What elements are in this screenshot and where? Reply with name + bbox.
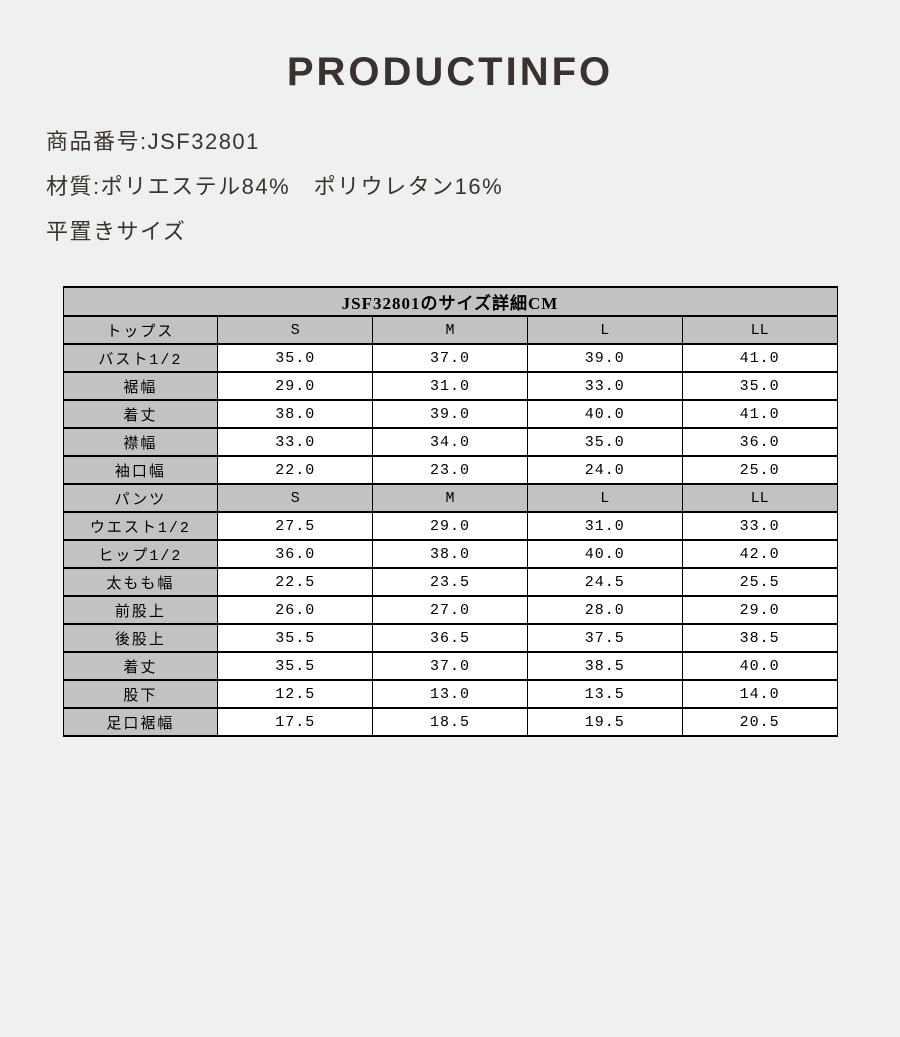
measurement-value-cell: 41.0: [681, 343, 838, 373]
product-info-page: PRODUCTINFO 商品番号:JSF32801 材質:ポリエステル84% ポ…: [0, 50, 900, 737]
measurement-value-cell: 31.0: [372, 371, 528, 401]
measurement-value-cell: 12.5: [217, 679, 374, 709]
measurement-label-cell: 袖口幅: [62, 455, 219, 485]
measurement-value-cell: 38.0: [372, 539, 528, 569]
measurement-value-cell: 36.0: [681, 427, 838, 457]
measurement-row: 太もも幅 22.5 23.5 24.5 25.5: [62, 567, 838, 597]
measurement-value-cell: 24.0: [526, 455, 683, 485]
measurement-value-cell: 27.0: [372, 595, 528, 625]
measurement-value-cell: 23.0: [372, 455, 528, 485]
measurement-label-cell: 太もも幅: [62, 567, 219, 597]
material-line: 材質:ポリエステル84% ポリウレタン16%: [46, 174, 504, 199]
measurement-value-cell: 25.5: [681, 567, 838, 597]
measurement-row: ウエスト1/2 27.5 29.0 31.0 33.0: [62, 511, 838, 541]
measurement-value-cell: 33.0: [217, 427, 374, 457]
measurement-value-cell: 39.0: [526, 343, 683, 373]
measurement-label-cell: 着丈: [62, 651, 219, 681]
measurement-value-cell: 24.5: [526, 567, 683, 597]
size-cell: LL: [681, 483, 838, 513]
measurement-value-cell: 23.5: [372, 567, 528, 597]
size-header-row: パンツ S M L LL: [62, 483, 838, 513]
measurement-value-cell: 35.5: [217, 651, 374, 681]
measurement-value-cell: 37.0: [372, 343, 528, 373]
measurement-value-cell: 33.0: [526, 371, 683, 401]
measurement-value-cell: 25.0: [681, 455, 838, 485]
size-cell: S: [217, 315, 374, 345]
measurement-row: 裾幅 29.0 31.0 33.0 35.0: [62, 371, 838, 401]
section-label-cell: パンツ: [62, 483, 219, 513]
measurement-row: バスト1/2 35.0 37.0 39.0 41.0: [62, 343, 838, 373]
size-header-row: トップス S M L LL: [62, 315, 838, 345]
measurement-row: 後股上 35.5 36.5 37.5 38.5: [62, 623, 838, 653]
measurement-value-cell: 37.5: [526, 623, 683, 653]
measurement-value-cell: 41.0: [681, 399, 838, 429]
measurement-value-cell: 29.0: [681, 595, 838, 625]
measurement-value-cell: 28.0: [526, 595, 683, 625]
size-table-title: JSF32801のサイズ詳細CM: [62, 286, 838, 317]
measurement-label-cell: 着丈: [62, 399, 219, 429]
measurement-value-cell: 42.0: [681, 539, 838, 569]
measurement-value-cell: 33.0: [681, 511, 838, 541]
measurement-value-cell: 31.0: [526, 511, 683, 541]
measurement-value-cell: 13.5: [526, 679, 683, 709]
measurement-value-cell: 36.5: [372, 623, 528, 653]
size-cell: S: [217, 483, 374, 513]
measurement-value-cell: 35.0: [217, 343, 374, 373]
section-label-cell: トップス: [62, 315, 219, 345]
size-cell: L: [526, 483, 683, 513]
product-number-line: 商品番号:JSF32801: [46, 129, 260, 154]
size-detail-table: JSF32801のサイズ詳細CM トップス S M L LL バスト1/2 35.0 37.0…: [62, 286, 838, 737]
measurement-row: ヒップ1/2 36.0 38.0 40.0 42.0: [62, 539, 838, 569]
measurement-label-cell: 襟幅: [62, 427, 219, 457]
measurement-value-cell: 19.5: [526, 707, 683, 737]
measurement-value-cell: 35.5: [217, 623, 374, 653]
page-title: PRODUCTINFO: [286, 50, 614, 94]
measurement-value-cell: 35.0: [681, 371, 838, 401]
measurement-value-cell: 37.0: [372, 651, 528, 681]
measurement-row: 襟幅 33.0 34.0 35.0 36.0: [62, 427, 838, 457]
measurement-label-cell: 股下: [62, 679, 219, 709]
measurement-value-cell: 29.0: [217, 371, 374, 401]
measurement-value-cell: 26.0: [217, 595, 374, 625]
measurement-value-cell: 34.0: [372, 427, 528, 457]
measurement-label-cell: 裾幅: [62, 371, 219, 401]
measurement-value-cell: 29.0: [372, 511, 528, 541]
measurement-value-cell: 40.0: [681, 651, 838, 681]
measurement-value-cell: 35.0: [526, 427, 683, 457]
size-cell: M: [372, 315, 528, 345]
measurement-row: 足口裾幅 17.5 18.5 19.5 20.5: [62, 707, 838, 737]
size-table-title-row: JSF32801のサイズ詳細CM: [62, 286, 838, 317]
flat-size-note-line: 平置きサイズ: [46, 219, 187, 244]
measurement-value-cell: 20.5: [681, 707, 838, 737]
measurement-value-cell: 38.5: [681, 623, 838, 653]
measurement-value-cell: 17.5: [217, 707, 374, 737]
measurement-value-cell: 13.0: [372, 679, 528, 709]
measurement-label-cell: ウエスト1/2: [62, 511, 219, 541]
measurement-row: 着丈 38.0 39.0 40.0 41.0: [62, 399, 838, 429]
measurement-row: 着丈 35.5 37.0 38.5 40.0: [62, 651, 838, 681]
measurement-row: 股下 12.5 13.0 13.5 14.0: [62, 679, 838, 709]
size-cell: L: [526, 315, 683, 345]
size-cell: LL: [681, 315, 838, 345]
measurement-value-cell: 38.0: [217, 399, 374, 429]
measurement-value-cell: 22.5: [217, 567, 374, 597]
measurement-label-cell: バスト1/2: [62, 343, 219, 373]
measurement-label-cell: 足口裾幅: [62, 707, 219, 737]
measurement-value-cell: 38.5: [526, 651, 683, 681]
measurement-value-cell: 22.0: [217, 455, 374, 485]
measurement-row: 前股上 26.0 27.0 28.0 29.0: [62, 595, 838, 625]
measurement-label-cell: 後股上: [62, 623, 219, 653]
measurement-label-cell: ヒップ1/2: [62, 539, 219, 569]
measurement-value-cell: 40.0: [526, 399, 683, 429]
measurement-label-cell: 前股上: [62, 595, 219, 625]
measurement-value-cell: 39.0: [372, 399, 528, 429]
measurement-value-cell: 27.5: [217, 511, 374, 541]
measurement-value-cell: 40.0: [526, 539, 683, 569]
measurement-value-cell: 36.0: [217, 539, 374, 569]
product-details: 商品番号:JSF32801 材質:ポリエステル84% ポリウレタン16% 平置き…: [46, 119, 900, 254]
measurement-value-cell: 14.0: [681, 679, 838, 709]
measurement-row: 袖口幅 22.0 23.0 24.0 25.0: [62, 455, 838, 485]
measurement-value-cell: 18.5: [372, 707, 528, 737]
size-cell: M: [372, 483, 528, 513]
